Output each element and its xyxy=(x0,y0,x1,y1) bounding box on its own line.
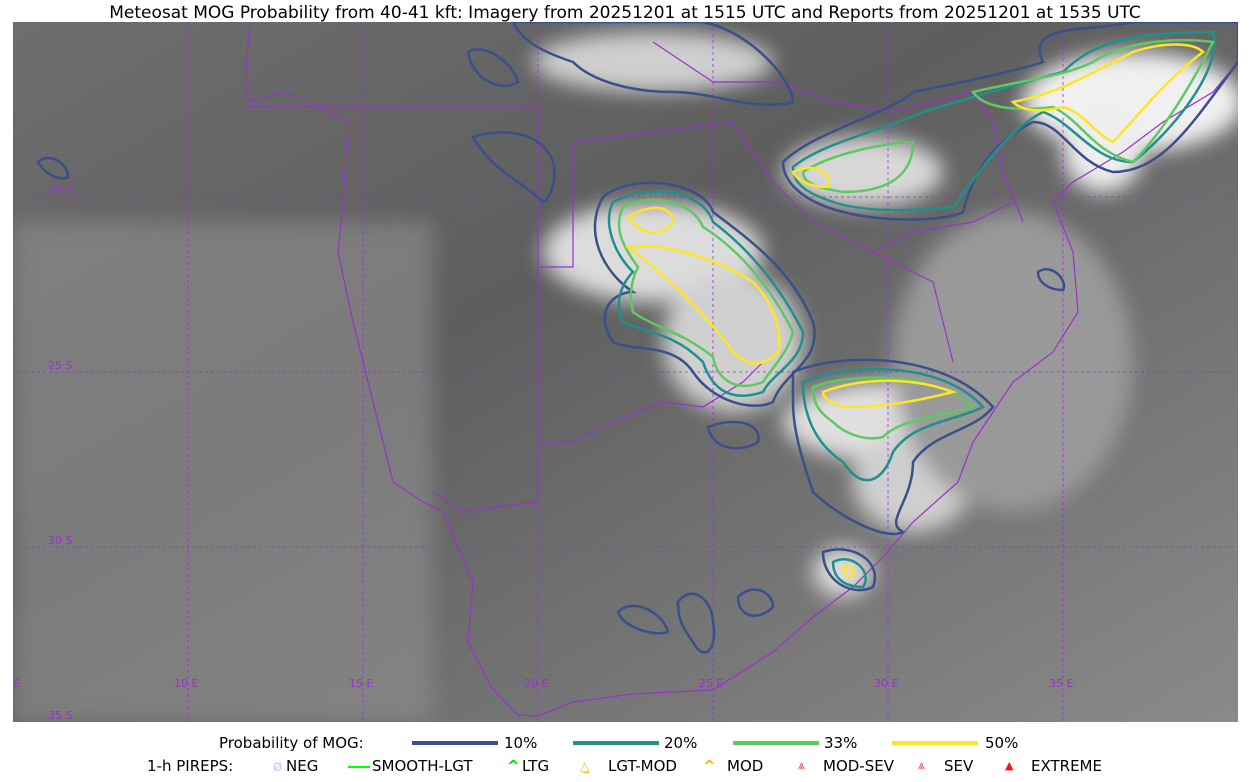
lat-label: 35 S xyxy=(48,709,72,722)
map-title: Meteosat MOG Probability from 40-41 kft:… xyxy=(109,3,1141,23)
lat-label: 25 S xyxy=(48,359,72,372)
legend-swatch-10 xyxy=(412,741,498,745)
lat-label: 20 S xyxy=(48,184,72,197)
contour-50pct xyxy=(624,43,1205,579)
lgt-mod-icon: △̲ xyxy=(580,759,590,773)
mod-icon: ^ xyxy=(703,757,716,775)
pirep-label-lgt-mod: LGT-MOD xyxy=(608,757,677,775)
satellite-map: 5 E 10 E 15 E 20 E 25 E 30 E 35 E 20 S 2… xyxy=(13,22,1238,722)
legend-label-50: 50% xyxy=(985,734,1019,752)
pirep-label-mod-sev: MOD-SEV xyxy=(823,757,894,775)
pirep-label-smooth-lgt: SMOOTH-LGT xyxy=(372,757,473,775)
neg-icon: ø xyxy=(273,757,283,775)
legend-label-33: 33% xyxy=(824,734,858,752)
lon-label: 20 E xyxy=(524,677,548,690)
smooth-lgt-icon xyxy=(348,766,370,768)
lon-label: 25 E xyxy=(699,677,723,690)
prob-legend-label: Probability of MOG: xyxy=(219,734,364,752)
coastline-borders xyxy=(244,22,1238,717)
pirep-label-mod: MOD xyxy=(727,757,764,775)
sev-icon: ⩓ xyxy=(918,758,925,772)
mog-contours xyxy=(36,22,1238,654)
legend-label-20: 20% xyxy=(664,734,698,752)
pirep-label-extreme: EXTREME xyxy=(1031,757,1102,775)
lon-label: 35 E xyxy=(1049,677,1073,690)
legend-label-10: 10% xyxy=(504,734,538,752)
pirep-label-sev: SEV xyxy=(944,757,974,775)
grid-labels: 5 E 10 E 15 E 20 E 25 E 30 E 35 E 20 S 2… xyxy=(13,184,1073,722)
legend-swatch-50 xyxy=(892,741,978,745)
pirep-legend-label: 1-h PIREPS: xyxy=(147,757,234,775)
extreme-icon: ▲ xyxy=(1005,759,1014,772)
ltg-icon: ^ xyxy=(507,757,520,775)
lon-label: 10 E xyxy=(174,677,198,690)
pirep-label-ltg: LTG xyxy=(522,757,550,775)
legend-swatch-20 xyxy=(573,741,659,745)
contour-20pct xyxy=(607,30,1216,589)
pirep-label-neg: NEG xyxy=(286,757,319,775)
lat-label: 30 S xyxy=(48,534,72,547)
lon-label: 5 E xyxy=(13,677,20,690)
mod-sev-icon: ⩓ xyxy=(798,758,805,772)
contour-10pct xyxy=(36,22,1238,654)
lon-label: 30 E xyxy=(874,677,898,690)
legend-swatch-33 xyxy=(733,741,819,745)
gridlines xyxy=(13,22,1238,722)
lon-label: 15 E xyxy=(349,677,373,690)
